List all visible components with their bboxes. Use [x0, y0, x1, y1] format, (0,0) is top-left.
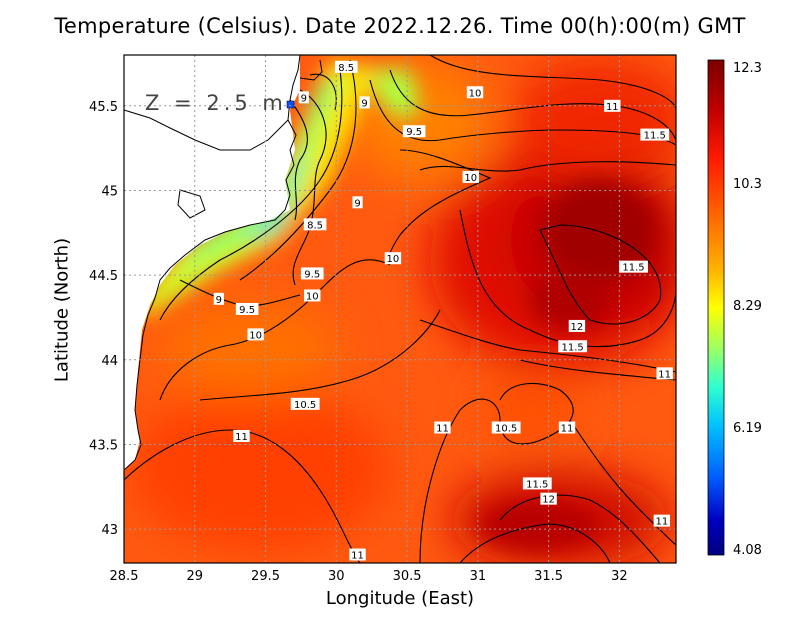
contour-label: 11 — [656, 367, 673, 380]
colorbar — [707, 59, 725, 556]
colorbar-label: 10.3 — [733, 177, 762, 192]
contour-label: 11 — [434, 421, 451, 435]
contour-label: 8.5 — [334, 60, 358, 74]
contour-label: 8.5 — [303, 218, 327, 231]
svg-text:11.5: 11.5 — [526, 479, 548, 490]
contour-label: 11.5 — [558, 340, 588, 353]
colorbar-label: 4.08 — [733, 543, 762, 558]
contour-label: 11 — [653, 514, 671, 528]
plot-frame — [123, 54, 677, 564]
svg-text:12: 12 — [542, 495, 555, 506]
contour-label: 10 — [247, 328, 264, 341]
colorbar-labels: 12.3 10.3 8.29 6.19 4.08 — [733, 61, 762, 558]
location-marker — [286, 100, 295, 109]
y-tick-label: 43.5 — [89, 438, 118, 453]
contour-label: 10 — [466, 86, 484, 99]
y-tick-label: 44.5 — [89, 269, 118, 284]
svg-text:11.5: 11.5 — [622, 263, 644, 274]
svg-text:10.5: 10.5 — [495, 424, 517, 435]
contour-label: 10 — [384, 252, 402, 265]
svg-text:11: 11 — [658, 369, 671, 380]
coastline — [124, 55, 323, 471]
contour-label: 11 — [349, 548, 366, 562]
svg-text:9.5: 9.5 — [239, 305, 255, 316]
svg-text:9: 9 — [354, 198, 360, 209]
contour-labels: 8.5 9 9 10 11 11.5 9.5 10 9 8.5 10 9.5 10 11.5 9 9.5 12 1… — [213, 60, 673, 562]
svg-text:10.5: 10.5 — [294, 400, 316, 411]
colorbar-label: 12.3 — [733, 61, 762, 76]
x-tick-labels: 28.5 29 29.5 30 30.5 31 31.5 32 — [110, 569, 628, 584]
svg-text:12: 12 — [571, 322, 584, 333]
y-tick-label: 45.5 — [89, 100, 118, 115]
contour-label: 9 — [298, 91, 309, 104]
svg-text:11: 11 — [561, 424, 574, 435]
x-tick-label: 29 — [186, 569, 203, 584]
contour-label: 10.5 — [290, 397, 320, 411]
svg-text:11: 11 — [351, 551, 364, 562]
svg-text:11.5: 11.5 — [644, 131, 666, 142]
y-tick-label: 44 — [101, 354, 118, 369]
colorbar-label: 8.29 — [733, 299, 762, 314]
contour-label: 11 — [558, 421, 576, 435]
contour-label: 10 — [462, 170, 479, 184]
x-axis-label: Longitude (East) — [325, 588, 475, 609]
contour-label: 9 — [359, 96, 370, 109]
x-tick-label: 31.5 — [534, 569, 563, 584]
svg-text:10: 10 — [306, 291, 319, 302]
contour-label: 12 — [540, 492, 557, 506]
svg-text:9.5: 9.5 — [304, 269, 320, 280]
x-tick-label: 30.5 — [393, 569, 422, 584]
map-title: Temperature (Celsius). Date 2022.12.26. … — [54, 14, 746, 38]
x-tick-label: 32 — [611, 569, 628, 584]
x-tick-label: 30 — [328, 569, 345, 584]
contour-label: 9 — [352, 196, 363, 209]
x-tick-label: 28.5 — [110, 569, 139, 584]
svg-text:9.5: 9.5 — [406, 127, 422, 138]
svg-text:10: 10 — [469, 88, 482, 99]
x-tick-label: 31 — [470, 569, 487, 584]
x-tick-label: 29.5 — [251, 569, 280, 584]
svg-text:9: 9 — [216, 295, 222, 306]
svg-text:10: 10 — [249, 330, 262, 341]
contour-label: 11 — [233, 430, 250, 443]
contour-label: 9.5 — [235, 303, 259, 316]
y-tick-labels: 43 43.5 44 44.5 45 45.5 — [89, 100, 118, 538]
y-tick-label: 43 — [101, 523, 118, 538]
contour-label: 11.5 — [640, 128, 670, 142]
y-tick-label: 45 — [101, 184, 118, 199]
svg-text:11.5: 11.5 — [562, 342, 584, 353]
svg-text:11: 11 — [655, 517, 668, 528]
contour-label: 10.5 — [491, 421, 521, 435]
grid-lines — [124, 55, 676, 563]
contour-label: 9.5 — [402, 125, 426, 138]
depth-label: Z = 2.5 m — [145, 91, 287, 115]
contour-label: 11.5 — [619, 260, 648, 274]
contour-label: 12 — [568, 319, 586, 333]
svg-text:11: 11 — [235, 432, 248, 443]
svg-text:8.5: 8.5 — [338, 63, 354, 74]
contour-label: 9 — [213, 292, 224, 306]
svg-text:11: 11 — [436, 424, 449, 435]
svg-text:9: 9 — [361, 98, 367, 109]
svg-text:11: 11 — [606, 102, 619, 113]
contour-label: 10 — [304, 289, 321, 302]
svg-text:10: 10 — [464, 173, 477, 184]
svg-text:8.5: 8.5 — [307, 220, 323, 231]
svg-text:9: 9 — [301, 93, 307, 104]
colorbar-label: 6.19 — [733, 421, 762, 436]
contour-label: 11 — [604, 99, 621, 113]
contour-label: 9.5 — [300, 267, 324, 280]
contour-label: 11.5 — [522, 477, 552, 490]
y-axis-label: Latitude (North) — [51, 237, 73, 383]
svg-text:10: 10 — [387, 254, 400, 265]
